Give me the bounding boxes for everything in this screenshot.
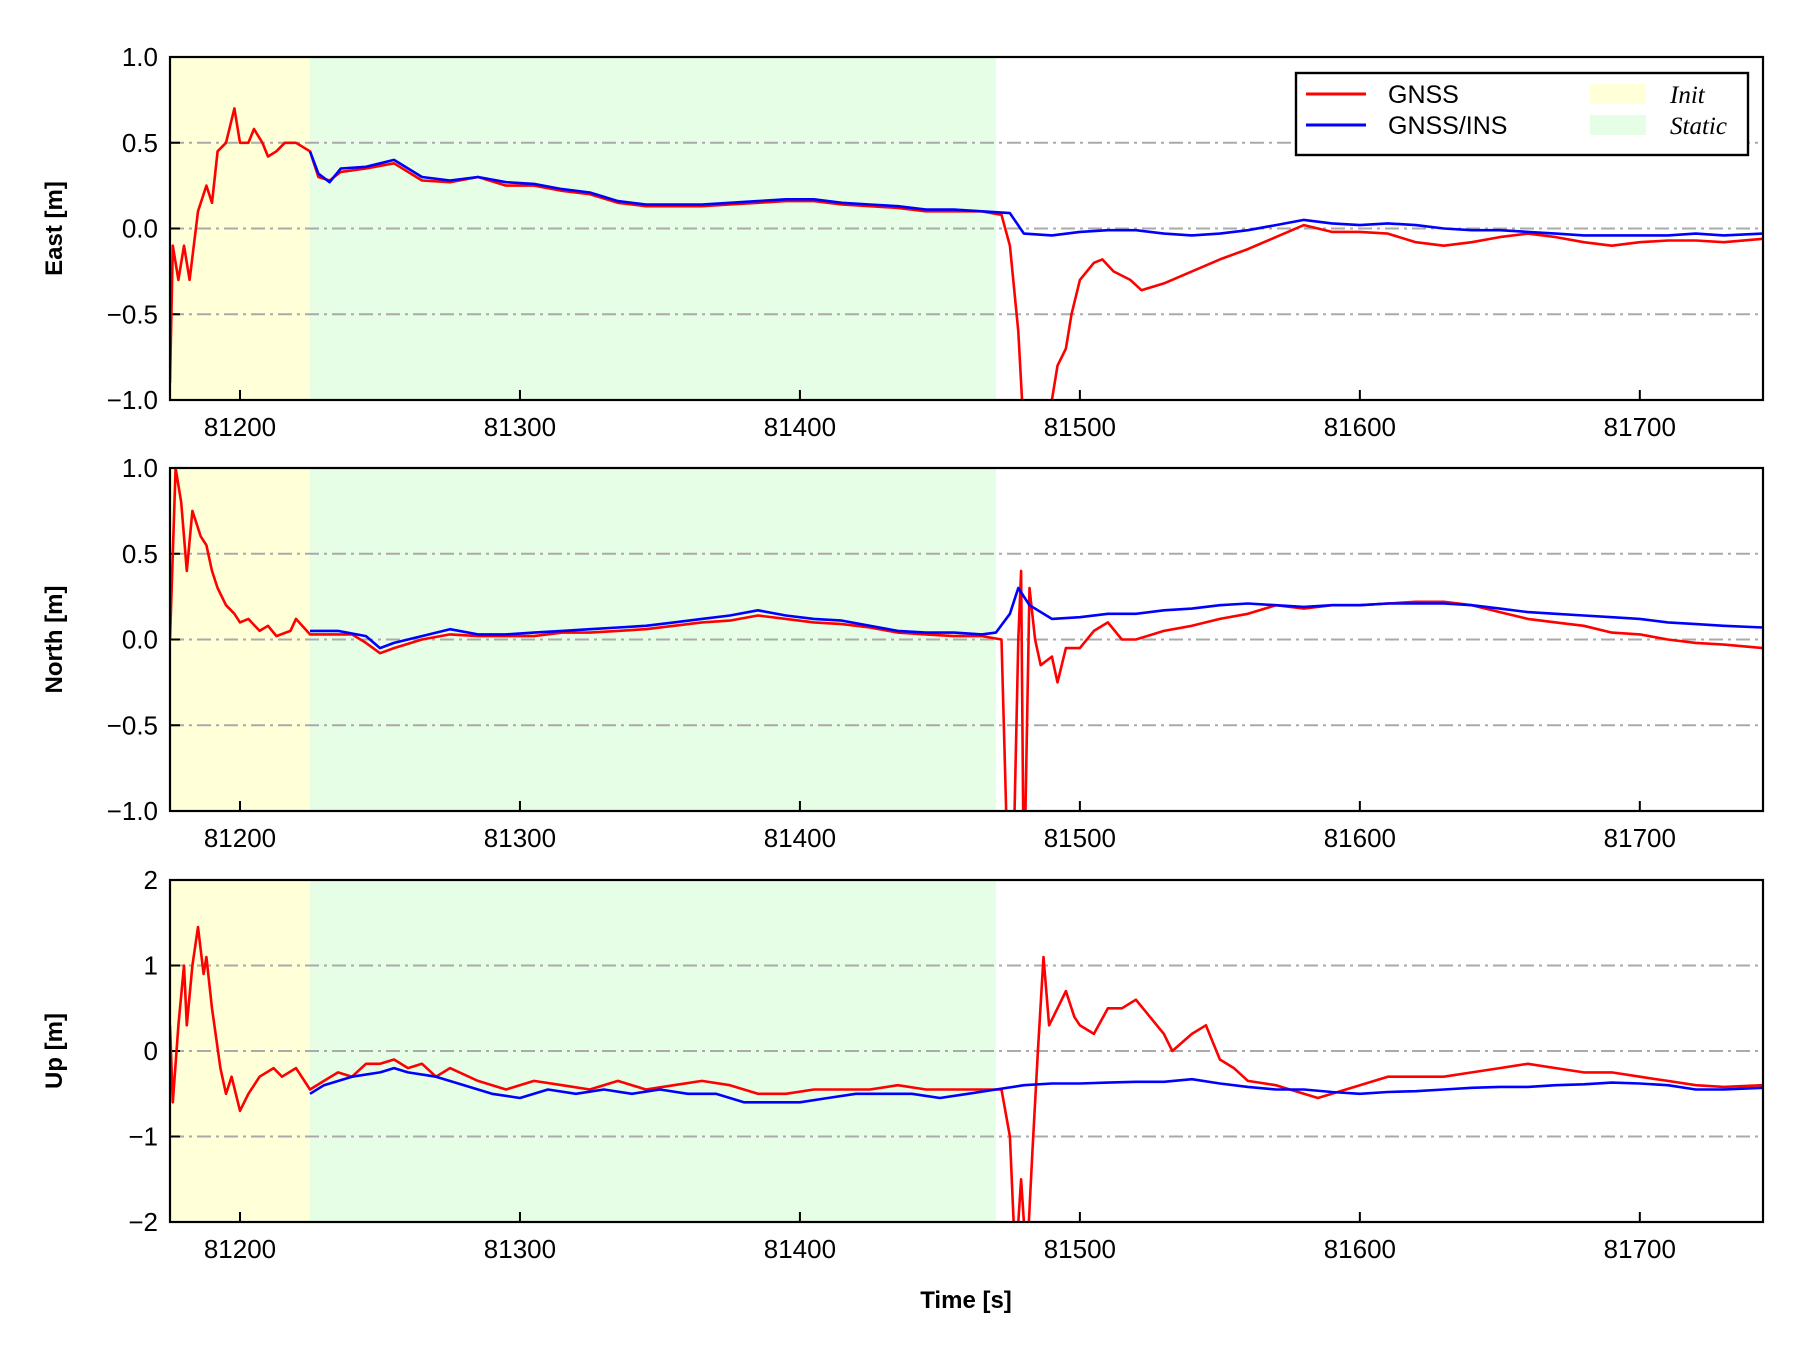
y-axis-label: East [m] bbox=[41, 181, 68, 276]
series-gnss-ins-line bbox=[308, 150, 1763, 237]
series-gnss-line bbox=[170, 925, 1763, 1222]
x-tick-label: 81400 bbox=[764, 1234, 836, 1264]
x-tick-label: 81300 bbox=[484, 1234, 556, 1264]
x-tick-label: 81200 bbox=[204, 412, 276, 442]
y-tick-label: 1.0 bbox=[122, 453, 158, 483]
y-axis-label: Up [m] bbox=[41, 1013, 68, 1089]
legend-label: GNSS bbox=[1388, 81, 1459, 109]
x-tick-label: 81600 bbox=[1324, 412, 1396, 442]
y-tick-label: 0.0 bbox=[122, 625, 158, 655]
legend-swatch-2 bbox=[1590, 84, 1646, 104]
panel-2: −2 −1 0 1 2 81200 81300 81400 81500 81600 81700 Up … bbox=[41, 865, 1765, 1264]
legend-box bbox=[1294, 71, 1750, 157]
x-tick-label: 81400 bbox=[764, 823, 836, 853]
y-axis-label: North [m] bbox=[41, 586, 68, 694]
legend: GNSS GNSS/INS Init Static bbox=[1294, 71, 1750, 157]
x-tick-label: 81300 bbox=[484, 823, 556, 853]
x-tick-label: 81500 bbox=[1044, 823, 1116, 853]
legend-label: Static bbox=[1670, 113, 1727, 140]
x-tick-label: 81200 bbox=[204, 823, 276, 853]
series-gnss-line bbox=[170, 107, 1763, 400]
y-tick-label: −0.5 bbox=[107, 299, 158, 329]
x-tick-label: 81700 bbox=[1604, 1234, 1676, 1264]
y-tick-label: 1.0 bbox=[122, 42, 158, 72]
y-tick-label: −0.5 bbox=[107, 710, 158, 740]
x-axis-label: Time [s] bbox=[920, 1287, 1012, 1314]
panel-0: −1.0 −0.5 0.0 0.5 1.0 81200 81300 81400 81500 816… bbox=[41, 42, 1765, 442]
legend-label: Init bbox=[1669, 82, 1706, 109]
x-tick-label: 81500 bbox=[1044, 412, 1116, 442]
y-tick-label: −2 bbox=[128, 1207, 158, 1237]
y-tick-label: 0.5 bbox=[122, 539, 158, 569]
series-gnss-ins-line bbox=[309, 1066, 1763, 1104]
legend-label: GNSS/INS bbox=[1388, 112, 1507, 140]
axes-frame bbox=[168, 55, 1765, 402]
x-tick-label: 81300 bbox=[484, 412, 556, 442]
legend-swatch-3 bbox=[1590, 115, 1646, 135]
axes-frame bbox=[168, 878, 1765, 1224]
y-tick-label: 2 bbox=[144, 865, 158, 895]
x-tick-label: 81700 bbox=[1604, 823, 1676, 853]
y-tick-label: 0.5 bbox=[122, 128, 158, 158]
x-tick-label: 81700 bbox=[1604, 412, 1676, 442]
y-tick-label: −1.0 bbox=[107, 796, 158, 826]
x-tick-label: 81400 bbox=[764, 412, 836, 442]
y-tick-label: 1 bbox=[144, 951, 158, 981]
x-tick-label: 81600 bbox=[1324, 823, 1396, 853]
x-tick-label: 81200 bbox=[204, 1234, 276, 1264]
y-tick-label: −1.0 bbox=[107, 385, 158, 415]
y-tick-label: 0.0 bbox=[122, 214, 158, 244]
x-tick-label: 81600 bbox=[1324, 1234, 1396, 1264]
y-tick-label: −1 bbox=[128, 1122, 158, 1152]
series-gnss-ins-line bbox=[310, 586, 1763, 650]
x-tick-label: 81500 bbox=[1044, 1234, 1116, 1264]
y-tick-label: 0 bbox=[144, 1036, 158, 1066]
panel-1: −1.0 −0.5 0.0 0.5 1.0 81200 81300 81400 81500 816… bbox=[41, 453, 1765, 853]
axes-frame bbox=[168, 466, 1765, 813]
